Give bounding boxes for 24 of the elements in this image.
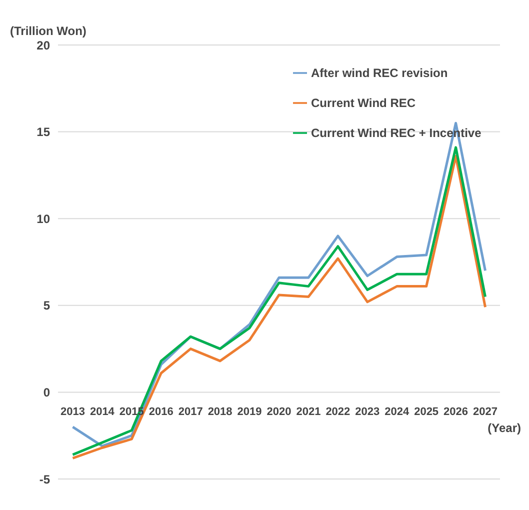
x-tick-label: 2013	[60, 406, 85, 418]
y-tick-label: 5	[43, 298, 50, 313]
x-tick-label: 2026	[444, 406, 468, 418]
x-tick-label: 2023	[355, 406, 380, 418]
y-axis-title: (Trillion Won)	[10, 24, 86, 38]
x-tick-label: 2024	[384, 406, 410, 418]
y-tick-label: 15	[36, 125, 50, 140]
y-tick-label: 20	[36, 38, 50, 52]
legend-label: After wind REC revision	[311, 66, 448, 80]
x-tick-label: 2022	[326, 406, 350, 418]
x-tick-label: 2016	[148, 406, 174, 418]
legend-label: Current Wind REC	[311, 96, 416, 110]
x-tick-label: 2019	[237, 406, 262, 418]
y-tick-label: -5	[39, 472, 50, 486]
x-tick-label: 2021	[296, 406, 321, 418]
x-tick-label: 2020	[266, 406, 292, 418]
x-tick-label: 2017	[178, 406, 203, 418]
x-tick-label: 2014	[90, 406, 116, 418]
x-tick-label: 2025	[414, 406, 439, 418]
x-tick-label: 2027	[473, 406, 498, 418]
x-tick-label: 2018	[208, 406, 232, 418]
x-axis-title: (Year)	[488, 421, 521, 435]
y-tick-label: 0	[43, 385, 50, 400]
y-tick-label: 10	[36, 212, 50, 226]
